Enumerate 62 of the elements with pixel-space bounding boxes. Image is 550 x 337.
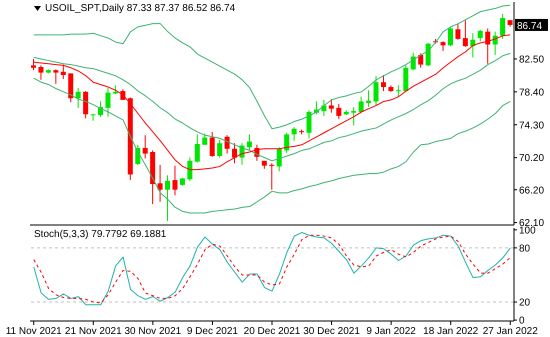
y-tick-label: 74.30 [519, 120, 544, 132]
candlestick [448, 26, 453, 47]
candlestick [232, 142, 238, 164]
y-tick-label: 70.20 [519, 153, 544, 164]
candlestick [246, 134, 252, 151]
chart-title: USOIL_SPT,Daily 87.33 87.37 86.52 86.74 [45, 3, 236, 14]
y-tick-label: 0 [519, 316, 525, 327]
candlestick [380, 74, 386, 92]
candlestick [142, 134, 148, 159]
y-tick-label: 80 [519, 243, 531, 254]
candlestick [269, 162, 274, 190]
candlestick [76, 87, 81, 108]
candlestick [374, 75, 379, 106]
y-tick-label: 78.40 [519, 87, 544, 98]
candlestick [83, 90, 88, 119]
y-tick-label: 20 [519, 298, 531, 309]
candlestick [403, 64, 408, 92]
candlestick [455, 23, 460, 40]
chart-title: Stoch(5,3,3) 79.7792 69.1881 [34, 229, 166, 240]
candlestick [351, 106, 356, 126]
candlestick [336, 103, 342, 120]
candlestick [426, 42, 431, 67]
candlestick [202, 133, 208, 146]
candlestick [187, 157, 192, 182]
candlestick [470, 32, 476, 58]
candlestick [224, 134, 230, 154]
candlestick [418, 52, 424, 68]
candlestick [105, 87, 110, 118]
candlestick [410, 52, 416, 71]
candlestick [38, 64, 44, 80]
candlestick [284, 132, 290, 154]
x-tick-label: 11 Nov 2021 [6, 326, 62, 337]
candlestick [328, 98, 334, 114]
line-series [33, 78, 511, 214]
candlestick [292, 126, 297, 142]
candlestick [194, 134, 200, 163]
y-tick-label: 66.20 [519, 185, 544, 196]
candlestick [210, 131, 215, 158]
candlestick [500, 14, 506, 40]
x-tick-label: 20 Dec 2021 [244, 326, 301, 337]
x-tick-label: 9 Jan 2022 [366, 326, 416, 337]
y-tick-label: 82.50 [519, 54, 544, 66]
x-tick-label: 18 Jan 2022 [423, 326, 479, 337]
candlestick [440, 40, 446, 52]
x-tick-label: 9 Dec 2021 [186, 326, 238, 337]
candlestick [306, 110, 312, 139]
candlestick [53, 68, 58, 84]
candlestick [172, 165, 178, 196]
candlestick [60, 64, 66, 80]
candlestick [358, 96, 364, 114]
annotation: 86.74 [517, 20, 542, 32]
x-tick-label: 30 Nov 2021 [124, 326, 182, 337]
x-tick-label: 27 Jan 2022 [482, 326, 538, 337]
candlestick [165, 174, 170, 222]
x-tick-label: 30 Dec 2021 [303, 326, 360, 337]
candlestick [366, 90, 372, 108]
candlestick [396, 84, 401, 98]
candlestick [462, 20, 468, 48]
x-tick-label: 21 Nov 2021 [64, 326, 122, 337]
candlestick [276, 146, 282, 172]
candlestick [217, 139, 222, 158]
candlestick [478, 30, 483, 42]
